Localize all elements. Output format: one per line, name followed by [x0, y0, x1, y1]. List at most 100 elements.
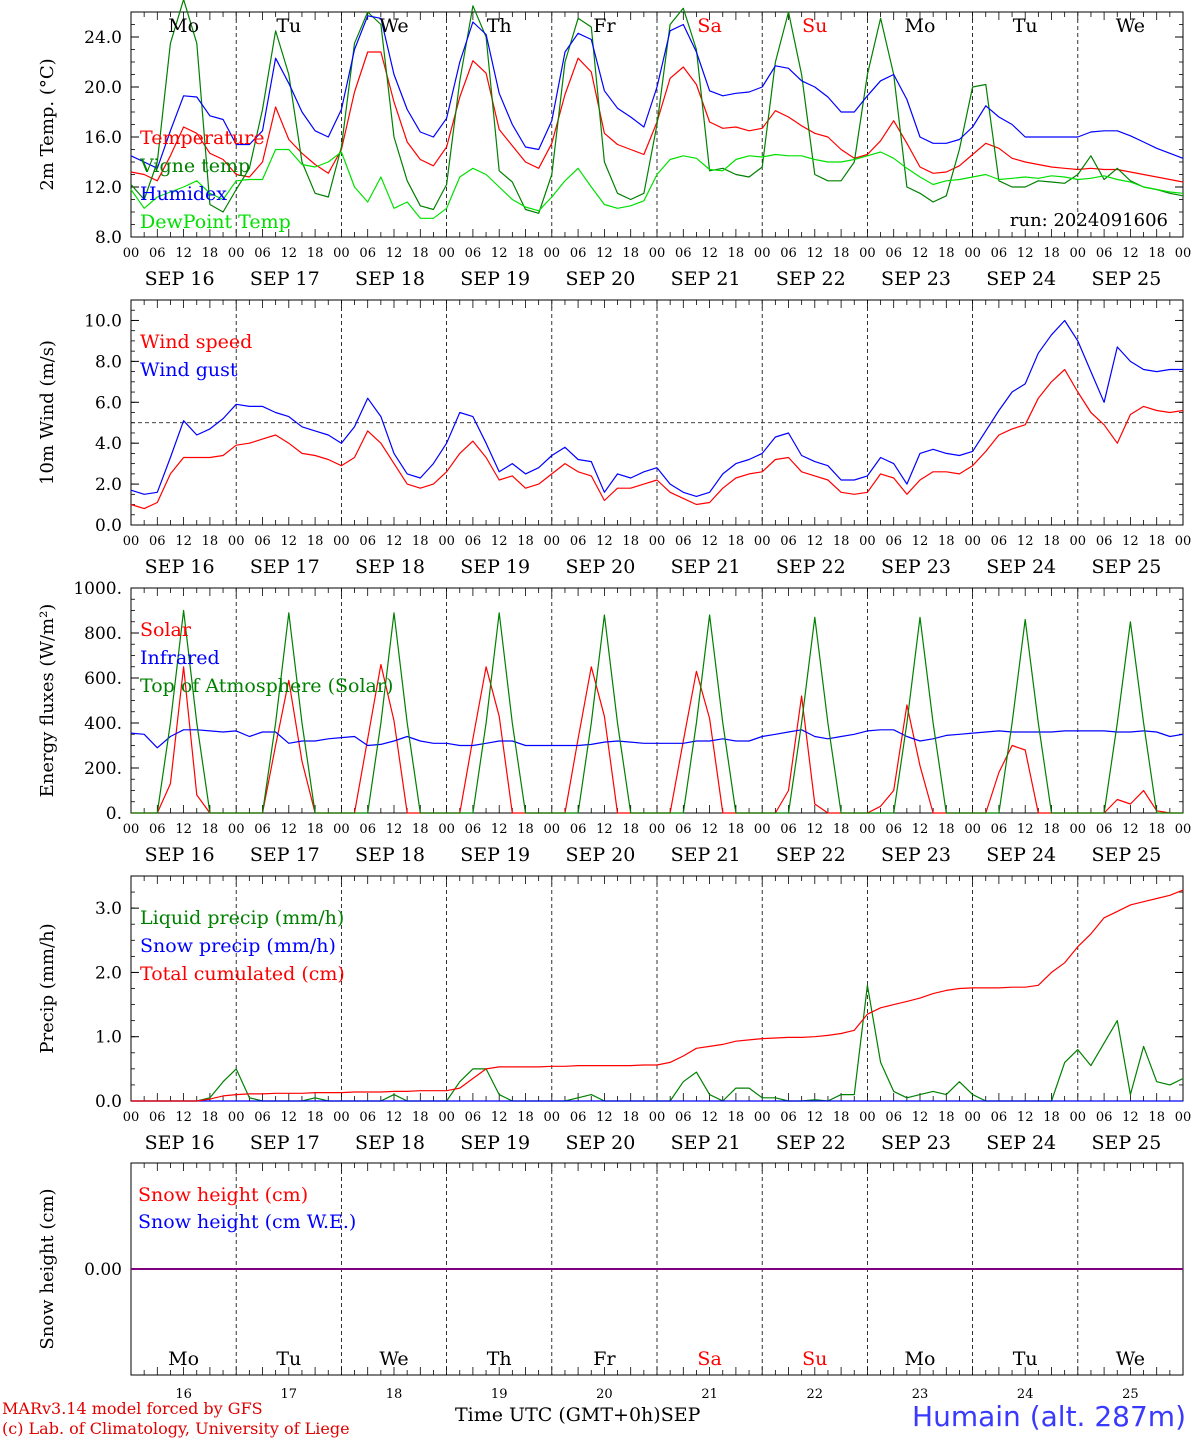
day-label: SEP 16 [145, 844, 215, 866]
y-tick-label: 600. [84, 669, 122, 689]
x-axis-title-text: Time UTC (GMT+0h) [455, 1404, 661, 1426]
hour-label: 00 [228, 1110, 245, 1125]
hour-label: 12 [912, 246, 929, 261]
hour-label: 06 [780, 246, 797, 261]
weekday-label: Tu [276, 15, 301, 37]
hour-label: 12 [1122, 822, 1139, 837]
hour-label: 12 [281, 1110, 298, 1125]
day-number: 17 [281, 1387, 298, 1400]
day-label: SEP 19 [460, 844, 530, 866]
hour-label: 12 [386, 246, 403, 261]
y-tick-label: 20.0 [84, 78, 122, 98]
hour-label: 18 [412, 1110, 429, 1125]
day-label: SEP 16 [145, 268, 215, 290]
hour-label: 18 [1148, 246, 1165, 261]
x-axis-month: SEP [660, 1404, 701, 1426]
day-label: SEP 25 [1091, 844, 1161, 866]
hour-label: 12 [912, 822, 929, 837]
hour-label: 18 [1148, 822, 1165, 837]
day-label: SEP 22 [776, 1132, 846, 1154]
hour-label: 00 [1070, 1110, 1087, 1125]
hour-label: 06 [885, 534, 902, 549]
hour-label: 18 [517, 1110, 534, 1125]
hour-label: 00 [964, 1110, 981, 1125]
day-label: SEP 25 [1091, 556, 1161, 578]
hour-label: 06 [675, 1110, 692, 1125]
hour-label: 12 [1017, 246, 1034, 261]
y-tick-label: 1.0 [95, 1028, 122, 1048]
hour-label: 06 [359, 1110, 376, 1125]
hour-label: 18 [728, 822, 745, 837]
hour-label: 12 [1122, 1110, 1139, 1125]
hour-label: 12 [175, 246, 192, 261]
hour-label: 18 [517, 246, 534, 261]
hour-label: 18 [412, 534, 429, 549]
day-label: SEP 25 [1091, 1132, 1161, 1154]
hour-label: 00 [1175, 246, 1192, 261]
legend-entry: Temperature [140, 127, 264, 149]
y-tick-label: 4.0 [95, 434, 122, 454]
weekday-label: Sa [697, 1348, 721, 1370]
hour-label: 18 [1043, 246, 1060, 261]
hour-label: 12 [596, 1110, 613, 1125]
series-line-4 [130, 148, 1184, 219]
day-label: SEP 25 [1091, 268, 1161, 290]
panel-1: 8.0 12.0 16.0 20.0 24.0 2m Temp. (°C) Temperat… [37, 0, 1191, 290]
hour-label: 12 [596, 246, 613, 261]
y-tick-label: 400. [84, 714, 122, 734]
legend-entry: Snow height (cm W.E.) [138, 1211, 356, 1233]
hour-label: 18 [1043, 534, 1060, 549]
hour-label: 06 [1096, 534, 1113, 549]
panel-4: 0.0 1.0 2.0 3.0 Precip (mm/h) Liquid precip (… [37, 875, 1191, 1154]
day-label: SEP 17 [250, 556, 320, 578]
day-label: SEP 19 [460, 1132, 530, 1154]
hour-label: 00 [649, 1110, 666, 1125]
hour-label: 12 [912, 534, 929, 549]
day-number: 25 [1122, 1387, 1139, 1400]
hour-label: 00 [754, 1110, 771, 1125]
hour-label: 12 [807, 246, 824, 261]
hour-label: 06 [465, 534, 482, 549]
hour-label: 06 [675, 822, 692, 837]
hour-label: 00 [859, 1110, 876, 1125]
hour-label: 06 [359, 822, 376, 837]
hour-label: 06 [780, 822, 797, 837]
hour-label: 00 [859, 246, 876, 261]
hour-label: 12 [1122, 246, 1139, 261]
hour-label: 18 [1148, 534, 1165, 549]
hour-label: 18 [202, 534, 219, 549]
series-line-2 [130, 0, 1184, 214]
hour-label: 00 [859, 822, 876, 837]
legend-entry: DewPoint Temp [140, 211, 291, 233]
hour-label: 00 [1070, 534, 1087, 549]
hour-label: 06 [359, 246, 376, 261]
hour-label: 12 [1017, 822, 1034, 837]
hour-label: 00 [1175, 534, 1192, 549]
hour-label: 18 [1148, 1110, 1165, 1125]
weekday-label: Mo [168, 15, 199, 37]
weekday-label: Sa [697, 15, 721, 37]
hour-label: 12 [1017, 1110, 1034, 1125]
hour-label: 18 [938, 1110, 955, 1125]
day-number: 19 [491, 1387, 508, 1400]
day-label: SEP 18 [355, 268, 425, 290]
day-number: 21 [701, 1387, 718, 1400]
x-axis-title: Time UTC (GMT+0h)SEP [455, 1404, 700, 1426]
hour-label: 06 [675, 246, 692, 261]
hour-label: 00 [1070, 822, 1087, 837]
hour-label: 12 [491, 1110, 508, 1125]
hour-label: 18 [412, 822, 429, 837]
hour-label: 00 [964, 246, 981, 261]
hour-label: 00 [438, 534, 455, 549]
y-axis-label: Precip (mm/h) [37, 923, 58, 1053]
hour-label: 06 [1096, 1110, 1113, 1125]
hour-label: 06 [780, 1110, 797, 1125]
legend-entry: Vigne temp [139, 155, 250, 177]
hour-label: 12 [491, 534, 508, 549]
hour-label: 18 [412, 246, 429, 261]
hour-label: 18 [307, 534, 324, 549]
weekday-label: Fr [593, 15, 616, 37]
hour-label: 18 [307, 822, 324, 837]
weekday-label: We [1116, 15, 1145, 37]
hour-label: 18 [833, 822, 850, 837]
